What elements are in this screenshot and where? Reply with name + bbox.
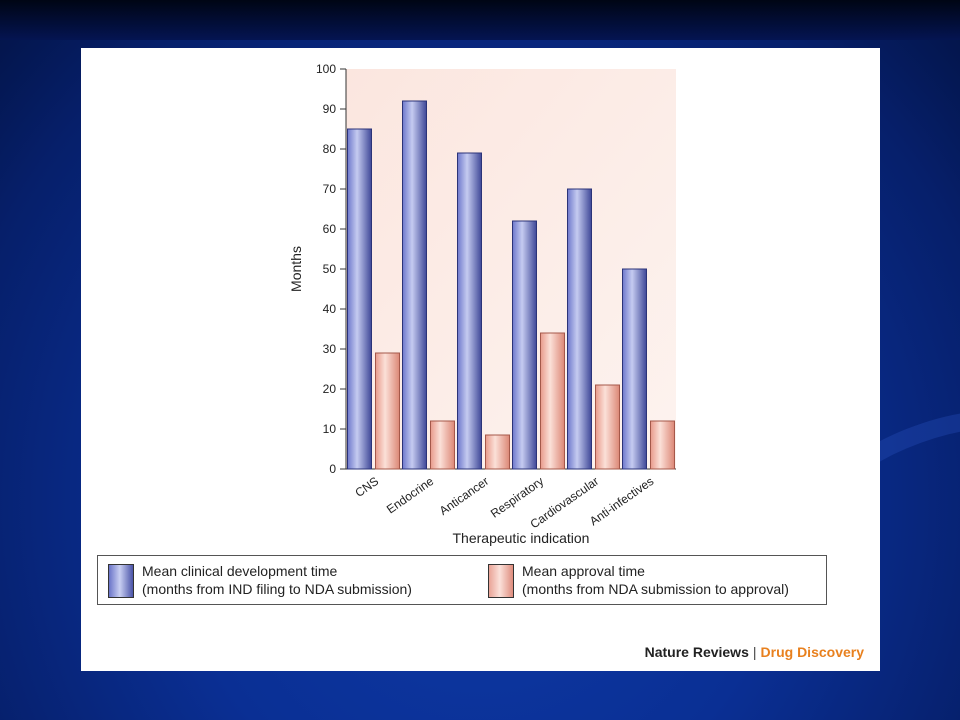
bar-development-anticancer <box>457 152 482 470</box>
y-tick-label: 80 <box>323 142 337 156</box>
bar-approval-cardiovascular <box>595 384 620 470</box>
x-axis-tick-labels: CNS Endocrine AnticancerRespiratoryCardiov… <box>352 474 656 532</box>
x-tick-label: Anticancer <box>437 474 491 518</box>
bar-approval-anti-infectives <box>650 420 675 470</box>
bar-development-cns <box>347 128 372 470</box>
legend-swatch-approval <box>488 564 514 598</box>
credit-journal: Nature Reviews <box>644 644 749 660</box>
bars <box>347 100 675 470</box>
credit-separator: | <box>752 644 757 660</box>
legend-text-development: Mean clinical development time (months f… <box>142 562 412 598</box>
legend-app-line1: Mean approval time <box>522 563 645 579</box>
source-credit: Nature Reviews | Drug Discovery <box>645 644 864 660</box>
bar-chart: 0 10 20 30 40 50 60 70 80 90 100 CNS Endocrine Antic… <box>288 62 676 546</box>
y-tick-label: 90 <box>323 102 337 116</box>
y-tick-label: 20 <box>323 382 337 396</box>
legend-swatch-development <box>108 564 134 598</box>
y-tick-label: 70 <box>323 182 337 196</box>
bar-approval-anticancer <box>485 434 510 470</box>
figure-panel: 0 10 20 30 40 50 60 70 80 90 100 CNS Endocrine Antic… <box>81 48 880 671</box>
y-tick-label: 40 <box>323 302 337 316</box>
bar-development-respiratory <box>512 220 537 470</box>
bar-development-cardiovascular <box>567 188 592 470</box>
bar-approval-endocrine <box>430 420 455 470</box>
bar-approval-respiratory <box>540 332 565 470</box>
legend-text-approval: Mean approval time (months from NDA subm… <box>522 562 789 598</box>
bar-approval-cns <box>375 352 400 470</box>
x-axis-label: Therapeutic indication <box>453 530 590 546</box>
x-tick-label: Endocrine <box>384 474 437 517</box>
y-tick-label: 60 <box>323 222 337 236</box>
bar-development-anti-infectives <box>622 268 647 470</box>
legend-dev-line1: Mean clinical development time <box>142 563 338 579</box>
legend-dev-line2: (months from IND filing to NDA submissio… <box>142 581 412 597</box>
y-tick-label: 50 <box>323 262 337 276</box>
y-tick-label: 100 <box>316 62 336 76</box>
y-tick-label: 30 <box>323 342 337 356</box>
bar-development-endocrine <box>402 100 427 470</box>
credit-section: Drug Discovery <box>760 644 864 660</box>
x-tick-label: CNS <box>352 474 381 500</box>
y-tick-label: 0 <box>329 462 336 476</box>
plot-area <box>346 69 676 469</box>
y-axis: 0 10 20 30 40 50 60 70 80 90 100 <box>316 62 676 476</box>
slide-top-bar <box>0 0 960 40</box>
y-tick-label: 10 <box>323 422 337 436</box>
y-axis-label: Months <box>288 246 304 292</box>
legend-app-line2: (months from NDA submission to approval) <box>522 581 789 597</box>
legend: Mean clinical development time (months f… <box>97 555 827 605</box>
